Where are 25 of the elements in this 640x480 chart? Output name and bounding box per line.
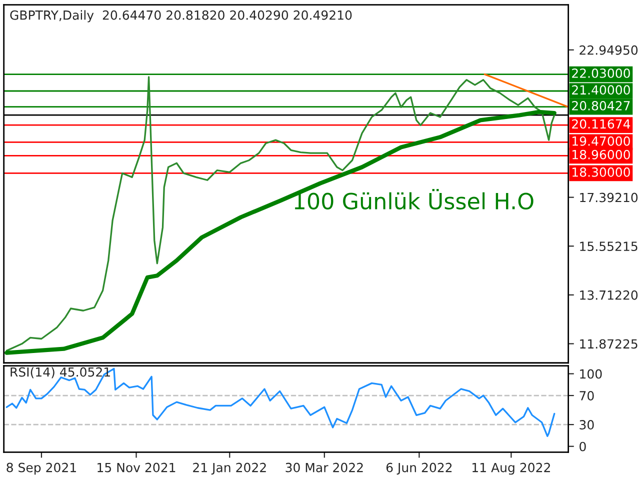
x-tick-label: 30 Mar 2022 <box>286 462 363 472</box>
y-tick-label: 22.94950 <box>580 45 638 55</box>
y-tick-label: 15.55215 <box>580 242 638 252</box>
chart-title: GBPTRY,Daily 20.64470 20.81820 20.40290 20.49210 <box>10 10 352 22</box>
x-tick-label: 8 Sep 2021 <box>6 462 76 475</box>
y-tick-label: 17.39210 <box>580 192 638 202</box>
ref-line-label: 22.03000 <box>572 68 630 78</box>
y-tick-label: 30 <box>580 420 594 430</box>
x-tick-label: 11 Aug 2022 <box>472 462 550 475</box>
x-tick-label: 6 Jun 2022 <box>386 462 452 475</box>
y-tick-label: 70 <box>580 391 594 400</box>
y-tick-label: 0 <box>580 442 586 452</box>
ref-line-label: 20.11674 <box>572 119 630 129</box>
y-tick-label: 11.87225 <box>580 339 638 349</box>
ref-line-label: 18.96000 <box>572 150 630 160</box>
ref-line-label: 20.80427 <box>572 100 630 110</box>
y-tick-label: 13.71220 <box>580 290 638 300</box>
y-tick-label: 100 <box>580 369 602 379</box>
x-tick-label: 21 Jan 2022 <box>193 462 266 475</box>
ref-line-label: 18.30000 <box>572 167 630 177</box>
series-label: 100 Günlük Üssel H.O <box>294 188 534 210</box>
ref-line-label: 19.47000 <box>572 136 630 146</box>
ref-line-label: 21.40000 <box>572 85 630 95</box>
line-series <box>6 368 556 438</box>
x-tick-label: 15 Nov 2021 <box>98 462 176 472</box>
